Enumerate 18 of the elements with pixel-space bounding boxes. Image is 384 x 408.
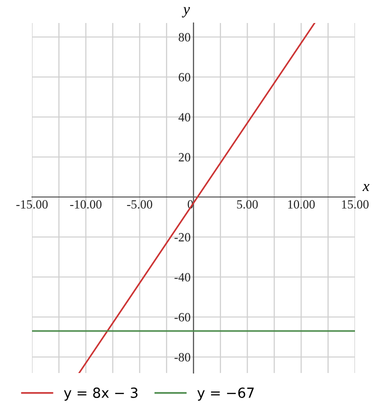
y-tick-label: 20 [178,153,190,162]
x-axis-title: x [362,184,370,191]
x-tick-label: 15.00 [342,200,369,209]
legend-label: y = 8x − 3 [64,387,138,401]
x-tick-label: -5.00 [127,200,152,209]
y-axis-title: y [182,7,190,18]
y-tick-label: -40 [174,273,190,282]
x-tick-label: -15.00 [16,200,48,209]
y-tick-label: -80 [174,353,190,362]
y-tick-label: -60 [174,313,190,322]
legend-label: y = −67 [197,387,254,401]
y-tick-label: -20 [174,233,190,242]
x-tick-label: 5.00 [237,200,258,209]
y-tick-label: 80 [178,33,190,42]
x-tick-label: -10.00 [70,200,102,209]
x-tick-label: 10.00 [288,200,315,209]
y-tick-label: 40 [178,113,190,122]
y-tick-label: 60 [178,73,190,82]
